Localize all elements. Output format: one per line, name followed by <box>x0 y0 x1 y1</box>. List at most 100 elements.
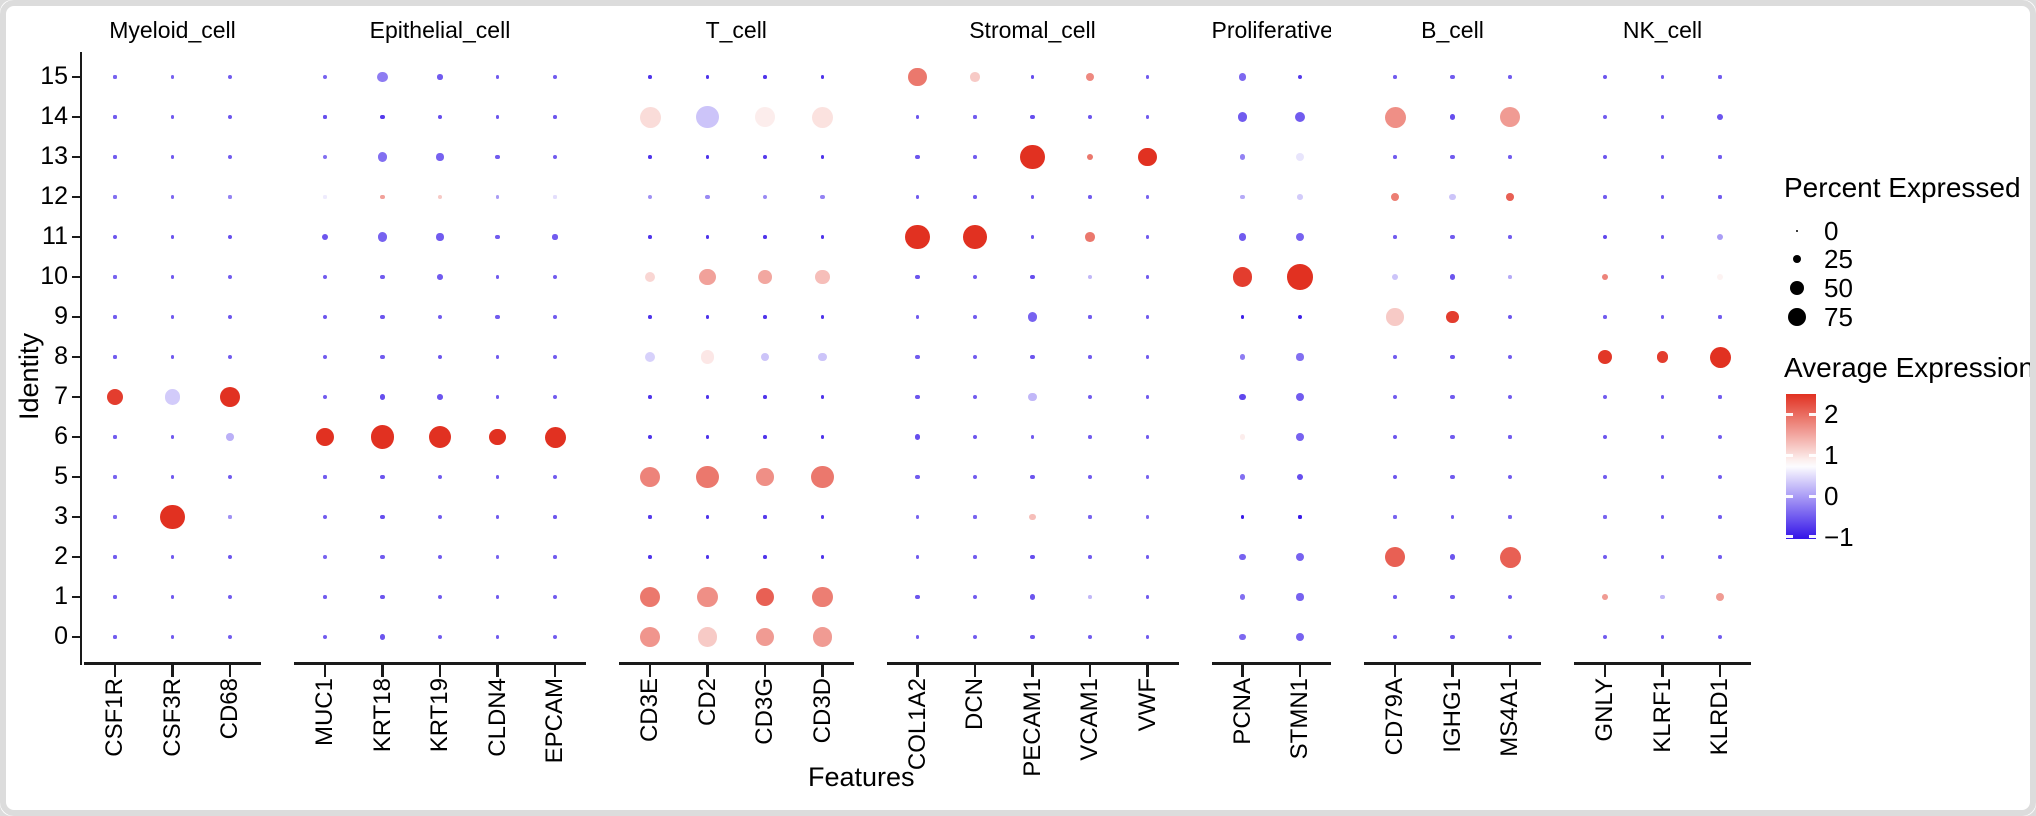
y-tick <box>71 235 80 239</box>
expression-dot <box>1601 273 1609 281</box>
expression-dot <box>377 232 387 242</box>
expression-dot <box>755 107 775 127</box>
y-tick-label: 2 <box>54 542 68 570</box>
expression-dot <box>1297 194 1303 200</box>
expression-dot <box>323 595 327 599</box>
expression-dot <box>1296 353 1304 361</box>
expression-dot <box>113 315 117 319</box>
gene-tick-label: CSF3R <box>158 678 186 757</box>
expression-dot <box>1660 515 1665 519</box>
expression-dot <box>1088 275 1092 279</box>
gene-tick-label: COL1A2 <box>903 678 931 771</box>
expression-dot <box>648 235 652 239</box>
expression-dot <box>170 115 175 119</box>
expression-dot <box>113 235 117 239</box>
expression-dot <box>973 515 977 519</box>
expression-dot <box>1295 232 1305 242</box>
expression-dot <box>973 555 977 559</box>
expression-dot <box>437 394 443 400</box>
expression-dot <box>164 389 181 405</box>
expression-dot <box>1508 435 1512 439</box>
expression-dot <box>380 514 385 520</box>
x-tick <box>1031 664 1034 677</box>
expression-dot <box>1660 275 1665 279</box>
expression-dot <box>640 627 660 647</box>
gene-tick-label: VCAM1 <box>1076 678 1103 761</box>
expression-dot <box>915 594 920 600</box>
x-axis-line <box>84 662 261 665</box>
expression-dot <box>322 74 328 80</box>
expression-dot <box>322 634 328 640</box>
expression-dot <box>763 555 767 559</box>
x-tick <box>1603 664 1607 677</box>
expression-dot <box>1145 595 1150 599</box>
expression-dot <box>322 354 328 360</box>
facet-header: Myeloid_cell <box>109 17 236 43</box>
expression-dot <box>322 394 328 400</box>
expression-dot <box>1239 434 1246 440</box>
expression-dot <box>113 155 117 159</box>
expression-dot <box>1145 635 1150 639</box>
expression-dot <box>820 155 825 159</box>
y-tick-label: 8 <box>54 342 68 370</box>
x-tick <box>1393 664 1397 677</box>
expression-dot <box>696 105 719 129</box>
expression-dot <box>377 71 388 83</box>
expression-dot <box>437 274 443 280</box>
expression-dot <box>972 434 978 440</box>
expression-dot <box>648 435 652 439</box>
gene-tick-label: CD79A <box>1381 678 1408 756</box>
expression-dot <box>1030 474 1035 480</box>
expression-dot <box>1718 395 1722 399</box>
colorbar-tick <box>1786 412 1793 416</box>
y-tick <box>71 555 80 559</box>
x-axis-title: Features <box>808 762 915 792</box>
expression-dot <box>544 426 566 448</box>
expression-dot <box>170 555 175 559</box>
expression-dot <box>437 74 443 80</box>
x-tick <box>821 664 824 677</box>
facet-header: B_cell <box>1421 17 1484 43</box>
expression-dot <box>1717 114 1723 120</box>
expression-dot <box>973 475 977 479</box>
expression-dot <box>437 594 443 600</box>
expression-dot <box>1660 155 1665 159</box>
expression-dot <box>1660 235 1665 239</box>
expression-dot <box>113 275 117 279</box>
expression-dot <box>1240 194 1245 200</box>
expression-dot <box>1508 75 1512 79</box>
expression-dot <box>820 194 825 200</box>
expression-dot <box>972 634 978 640</box>
expression-dot <box>963 225 987 249</box>
expression-dot <box>437 354 443 360</box>
expression-dot <box>820 515 825 519</box>
expression-dot <box>437 474 443 480</box>
gene-tick-label: CD3G <box>751 678 778 745</box>
expression-dot <box>552 234 558 240</box>
expression-dot <box>1088 315 1092 319</box>
gene-tick-label: CLDN4 <box>483 678 511 757</box>
expression-dot <box>705 155 710 159</box>
expression-dot <box>552 634 558 640</box>
size-legend-label: 50 <box>1824 273 1853 303</box>
expression-dot <box>322 274 328 280</box>
expression-dot <box>1237 112 1248 122</box>
x-axis-line <box>619 662 854 665</box>
gene-tick-label: CD2 <box>693 678 721 727</box>
expression-dot <box>915 474 920 480</box>
expression-dot <box>170 435 175 439</box>
expression-dot <box>1030 195 1035 199</box>
expression-dot <box>380 114 385 120</box>
expression-dot <box>1656 351 1669 363</box>
expression-dot <box>1295 112 1305 122</box>
expression-dot <box>811 465 834 489</box>
expression-dot <box>648 75 652 79</box>
expression-dot <box>915 635 920 639</box>
expression-dot <box>1296 433 1304 441</box>
expression-dot <box>1718 435 1722 439</box>
expression-dot <box>1145 515 1150 519</box>
y-tick-label: 0 <box>54 622 68 650</box>
x-axis-line <box>294 662 586 665</box>
expression-dot <box>1393 355 1397 359</box>
expression-dot <box>1449 274 1456 280</box>
